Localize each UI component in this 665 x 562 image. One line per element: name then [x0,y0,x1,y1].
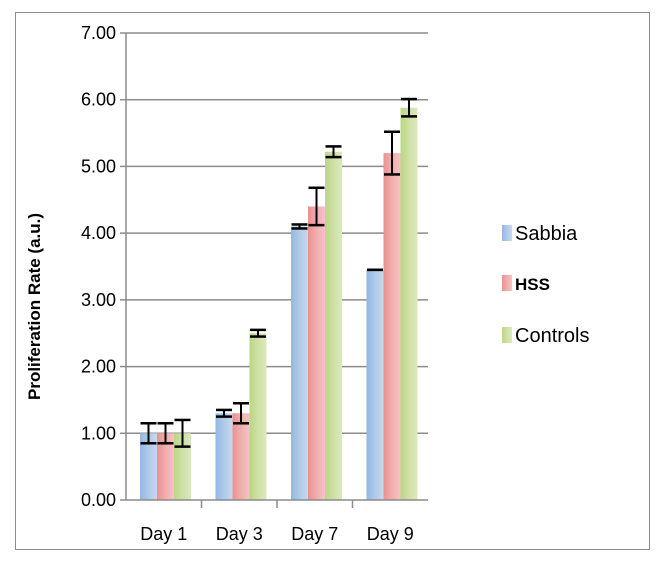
y-axis-title: Proliferation Rate (a.u.) [25,213,44,400]
legend-label: HSS [515,275,550,294]
legend-swatch [502,275,512,291]
y-tick-label: 7.00 [81,23,116,43]
legend: Sabbia HSS Controls [502,223,589,347]
x-tick-label: Day 7 [291,524,338,544]
bar [291,226,308,500]
legend-label: Sabbia [515,223,578,245]
bar [325,151,342,500]
legend-swatch [502,225,512,241]
bar [174,433,191,500]
y-tick-label: 5.00 [81,156,116,176]
bar [215,413,233,500]
bar [383,153,401,501]
y-tick-label: 2.00 [81,357,116,377]
bar [366,269,384,500]
legend-label: Controls [515,325,589,347]
bar [249,333,267,500]
y-tick-label: 3.00 [81,290,116,310]
axes: 0.00 1.00 2.00 3.00 4.00 5.00 6.00 7.00 Day 1 Day… [25,23,428,544]
legend-swatch [502,327,512,343]
bar [308,206,325,500]
y-tick-label: 1.00 [81,423,116,443]
y-tick-label: 6.00 [81,90,116,110]
error-bars [140,97,417,448]
x-tick-label: Day 3 [216,524,263,544]
bar [400,107,418,500]
bars [140,107,418,501]
bar [232,413,250,500]
x-tick-label: Day 9 [367,524,414,544]
bar [157,433,174,500]
y-tick-label: 4.00 [81,223,116,243]
y-tick-label: 0.00 [81,490,116,510]
bar [140,433,157,500]
x-tick-label: Day 1 [140,524,187,544]
